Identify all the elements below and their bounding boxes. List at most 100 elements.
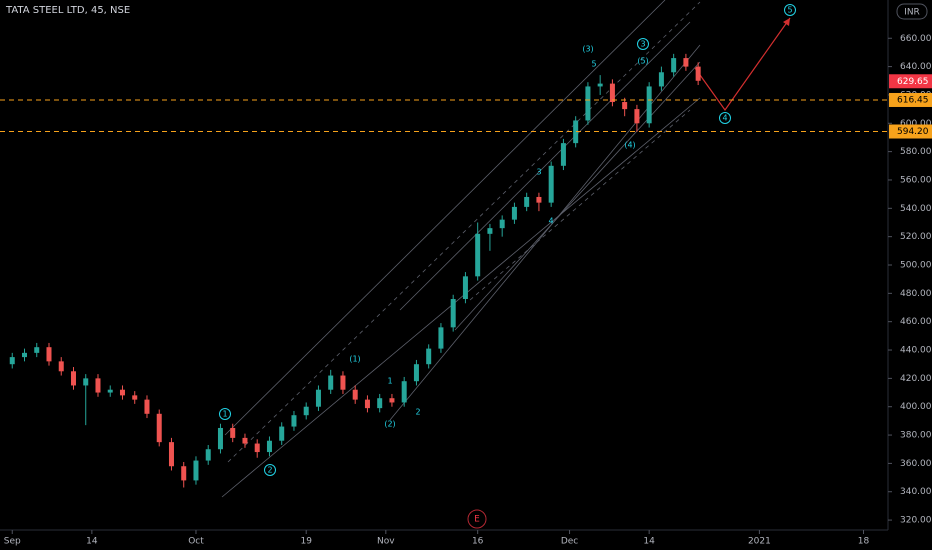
projection-arrow — [783, 18, 790, 26]
trend-line — [227, 1, 701, 463]
wave-label: (5) — [637, 57, 648, 66]
wave-label: 5 — [591, 60, 596, 69]
candle-body — [315, 389, 321, 407]
x-tick-label: 2021 — [748, 537, 771, 547]
candle-body — [119, 389, 125, 396]
level-badge — [889, 92, 932, 107]
symbol-title: TATA STEEL LTD, 45, NSE — [5, 5, 130, 16]
candle-body — [573, 120, 579, 144]
wave-label: 3 — [640, 40, 645, 49]
candle-body — [377, 398, 383, 409]
candle-body — [646, 86, 652, 124]
x-tick-label: 14 — [86, 537, 98, 547]
candle-body — [413, 364, 419, 382]
candle-body — [144, 399, 150, 414]
candle-body — [511, 206, 517, 220]
candle-body — [58, 361, 64, 372]
candle-body — [438, 327, 444, 349]
x-tick-label: Sep — [4, 537, 21, 547]
wave-circle — [219, 408, 231, 420]
candle-body — [254, 443, 260, 453]
y-tick-label: 660.00 — [900, 34, 932, 44]
candle-body — [34, 347, 40, 353]
candle-body — [181, 466, 187, 481]
y-tick-label: 500.00 — [900, 261, 932, 271]
wave-label: 4 — [548, 217, 553, 226]
candle-body — [364, 399, 370, 409]
candle-body — [634, 109, 640, 124]
candle-body — [95, 378, 101, 393]
y-tick-label: 320.00 — [900, 516, 932, 526]
candle-body — [83, 378, 89, 386]
candle-body — [475, 233, 481, 277]
candle-body — [658, 72, 664, 87]
wave-label: (1) — [349, 355, 360, 364]
trend-line — [224, 0, 666, 436]
y-tick-label: 600.00 — [900, 119, 932, 129]
wave-label: 4 — [722, 114, 727, 123]
trend-line — [221, 97, 701, 498]
x-tick-label: 19 — [300, 537, 312, 547]
candle-body — [560, 143, 566, 166]
wave-label: (2) — [384, 420, 395, 429]
wave-circle — [637, 38, 649, 50]
candle-body — [548, 165, 554, 203]
y-tick-label: 580.00 — [900, 147, 932, 157]
wave-label: 2 — [267, 466, 272, 475]
candle-body — [389, 398, 395, 403]
candle-body — [21, 352, 27, 358]
candle-body — [340, 375, 346, 390]
candle-body — [499, 219, 505, 229]
candle-body — [462, 276, 468, 300]
event-marker-text[interactable]: E — [474, 515, 480, 525]
y-tick-label: 420.00 — [900, 374, 932, 384]
candle-body — [132, 395, 138, 400]
wave-circle — [784, 4, 796, 16]
x-tick-label: 16 — [472, 537, 484, 547]
x-tick-label: Dec — [561, 537, 578, 547]
wave-label: 2 — [415, 408, 420, 417]
wave-label: 3 — [536, 168, 541, 177]
y-tick-label: 640.00 — [900, 62, 932, 72]
axes: 320.00 340.00 360.00 380.00 400.00 420.00 440.… — [4, 34, 932, 547]
candle-body — [242, 437, 248, 444]
event-marker[interactable] — [467, 509, 487, 529]
currency-badge[interactable] — [896, 3, 928, 20]
candle-body — [695, 66, 701, 81]
currency[interactable]: INR — [904, 8, 920, 18]
x-tick-label: 18 — [858, 537, 870, 547]
plot: 1 2 (1) (2) 1 2 3 4 5 (3) (4) 3 (5) 4 5 — [0, 4, 888, 488]
candle-body — [450, 299, 456, 328]
candle-body — [426, 348, 432, 365]
candle-body — [622, 102, 628, 110]
candle-body — [303, 406, 309, 416]
candle-body — [279, 426, 285, 441]
candle-body — [524, 196, 530, 207]
candle-body — [597, 83, 603, 87]
candle-body — [168, 442, 174, 467]
candle-body — [217, 427, 223, 450]
level-badge — [889, 124, 932, 139]
candle-body — [230, 427, 236, 438]
trend-line — [399, 21, 691, 311]
y-tick-label: 560.00 — [900, 175, 932, 185]
y-tick-label: 380.00 — [900, 431, 932, 441]
level-label: 616.45 — [897, 95, 929, 105]
y-tick-label: 400.00 — [900, 402, 932, 412]
wave-label: 1 — [222, 410, 227, 419]
wave-circle — [719, 112, 731, 124]
y-tick-label: 480.00 — [900, 289, 932, 299]
candle-body — [683, 58, 689, 67]
candle-body — [46, 347, 52, 362]
y-tick-label: 340.00 — [900, 487, 932, 497]
wave-label: 1 — [387, 377, 392, 386]
candle-body — [536, 196, 542, 203]
candle-body — [585, 86, 591, 121]
candle-body — [9, 357, 15, 365]
wave-label: 5 — [787, 6, 792, 15]
y-tick-label: 360.00 — [900, 459, 932, 469]
candle-body — [205, 449, 211, 461]
